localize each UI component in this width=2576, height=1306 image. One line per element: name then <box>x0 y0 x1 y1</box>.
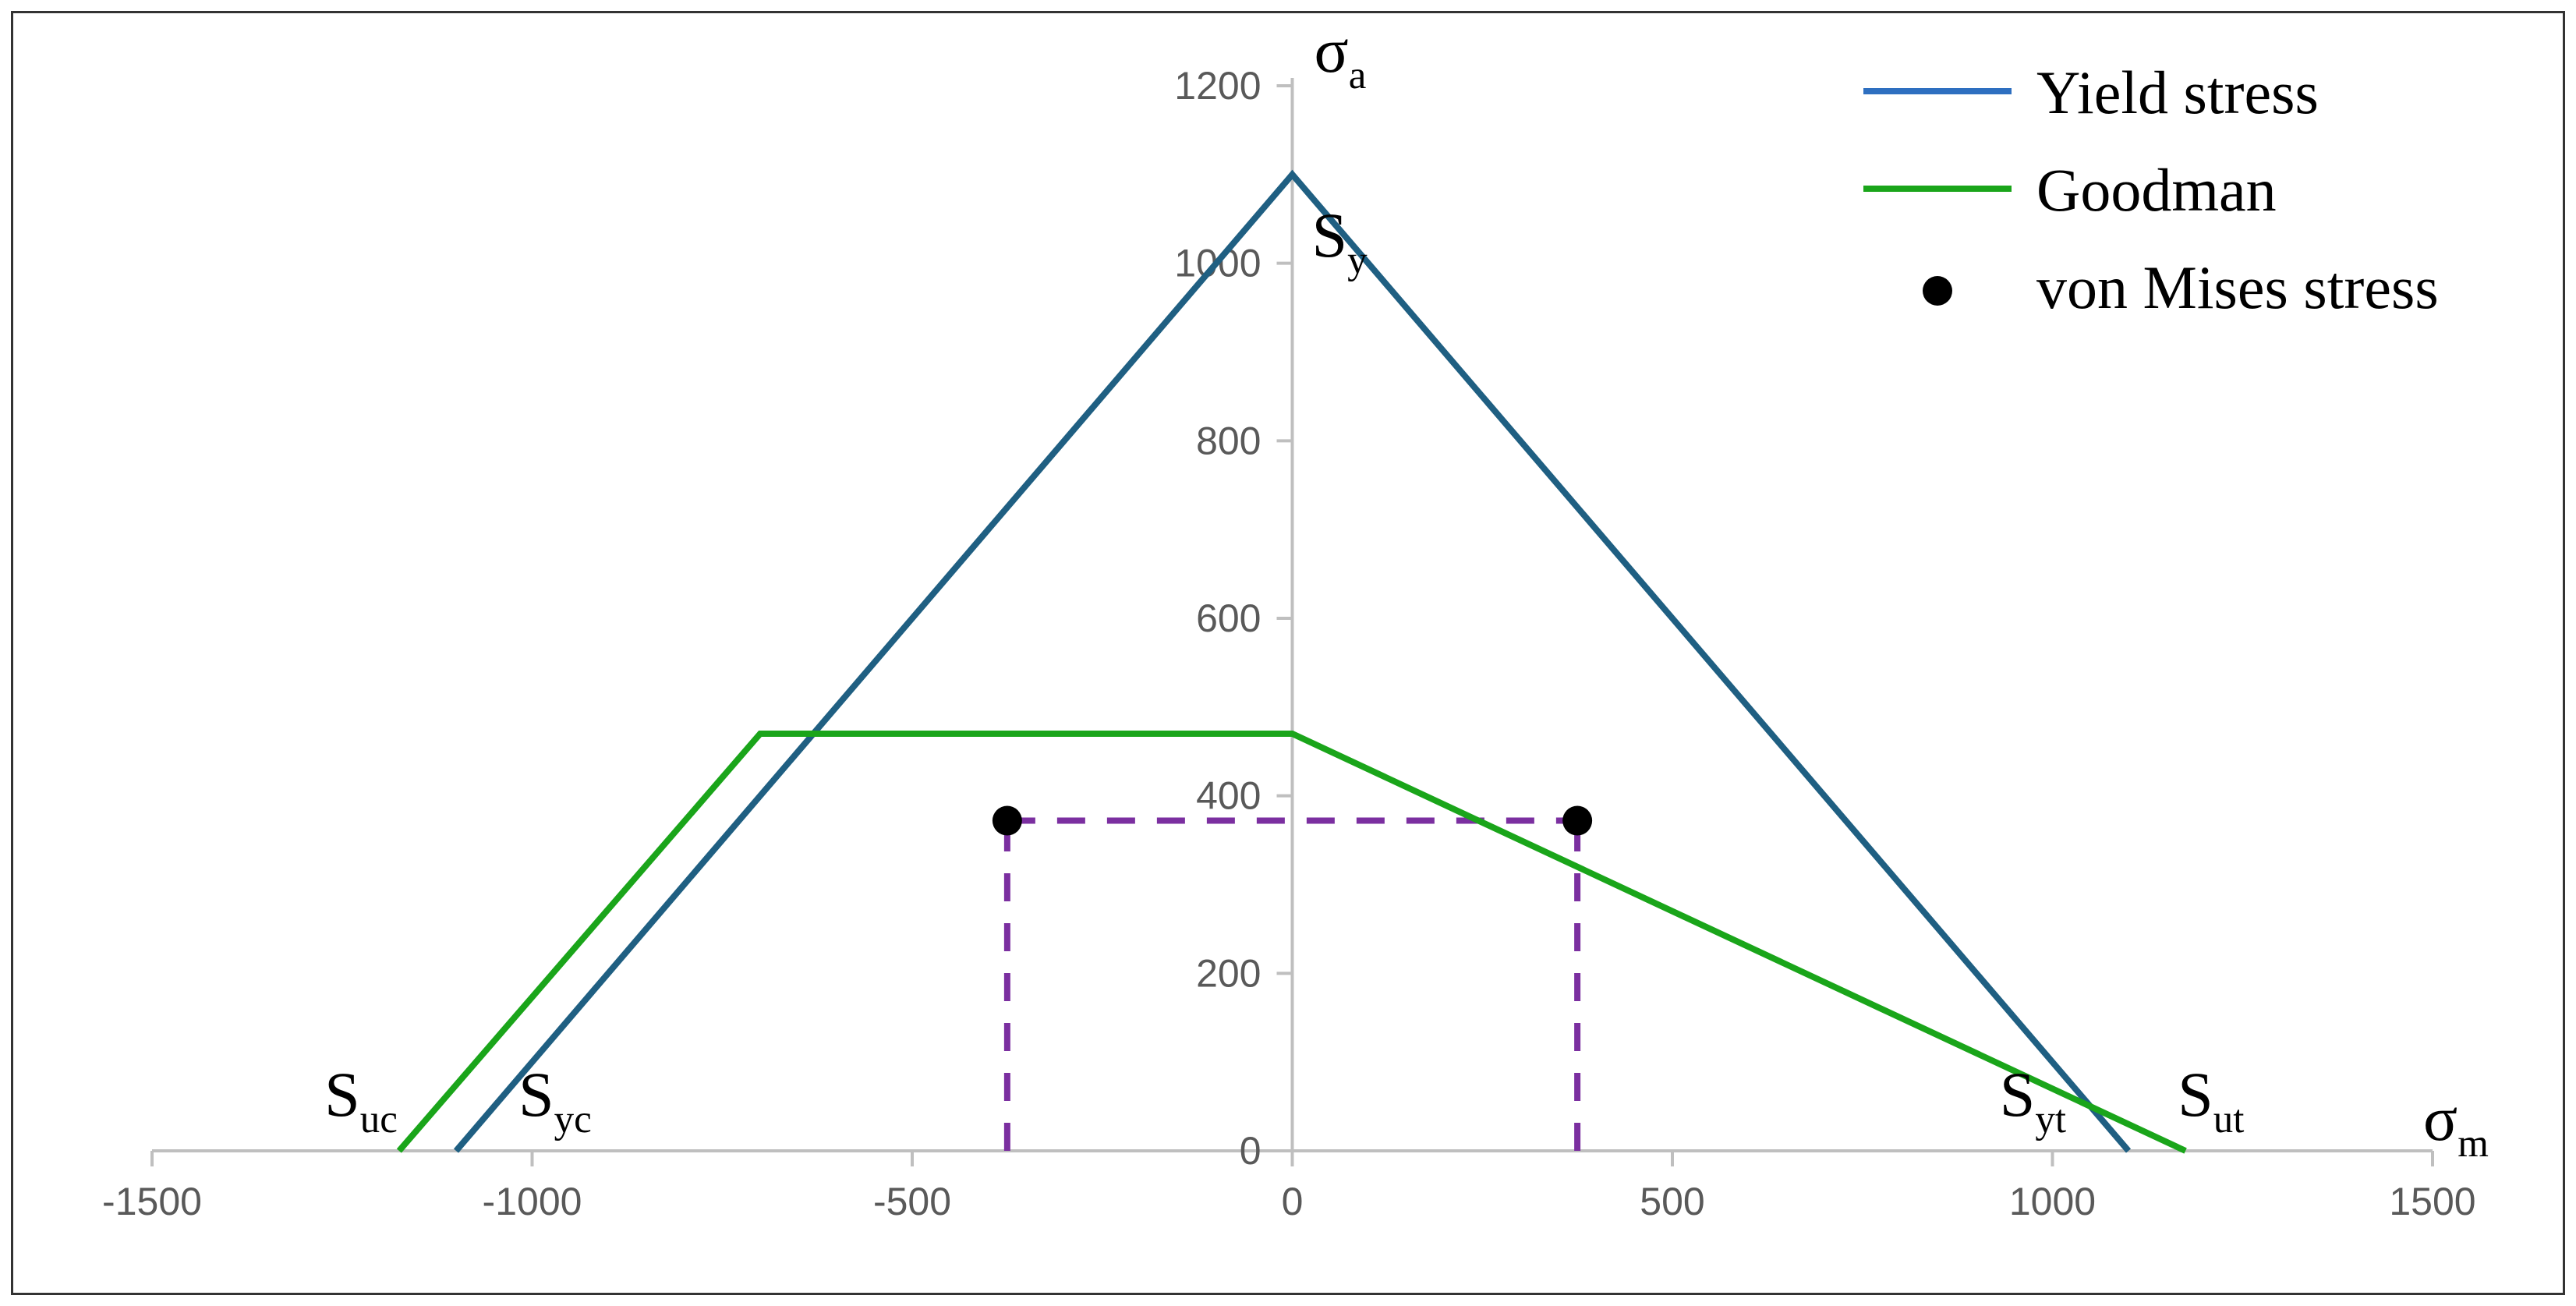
y-axis-label: σa <box>1315 15 1367 97</box>
x-tick-label: -500 <box>873 1180 951 1223</box>
von-mises-point <box>1562 805 1593 836</box>
annotation-syt: Syt <box>2000 1059 2066 1141</box>
x-tick-label: -1500 <box>102 1180 202 1223</box>
chart-frame <box>11 11 2565 1295</box>
x-axis-label: σm <box>2423 1083 2489 1166</box>
series-group <box>396 169 2187 1154</box>
legend-label: von Mises stress <box>2036 253 2439 321</box>
y-tick-label: 200 <box>1196 951 1261 995</box>
x-tick-label: 1000 <box>2009 1180 2096 1223</box>
von-mises-point <box>992 805 1022 836</box>
annotation-syc: Syc <box>518 1059 592 1141</box>
y-tick-label: 800 <box>1196 419 1261 462</box>
annotation-sut: Sut <box>2178 1059 2244 1141</box>
x-tick-label: -1000 <box>483 1180 582 1223</box>
labels-group: σa σm Sy Suc Syc Syt Sut <box>324 15 2489 1166</box>
y-tick-label: 0 <box>1240 1129 1261 1173</box>
y-tick-label: 400 <box>1196 774 1261 818</box>
x-tick-label: 500 <box>1640 1180 1704 1223</box>
x-tick-label: 1500 <box>2389 1180 2475 1223</box>
goodman-line <box>396 730 2187 1154</box>
legend-marker-von-mises <box>1923 276 1952 306</box>
annotation-sy: Sy <box>1312 200 1368 282</box>
yield-stress-line <box>453 169 2132 1153</box>
legend-label: Yield stress <box>2036 58 2319 126</box>
x-tick-label: 0 <box>1282 1180 1304 1223</box>
y-tick-label: 600 <box>1196 596 1261 640</box>
annotation-suc: Suc <box>324 1059 398 1141</box>
y-tick-label: 1200 <box>1174 64 1261 108</box>
legend-label: Goodman <box>2036 156 2277 224</box>
axes: -1500 -1000 -500 0 500 1000 1500 0 200 400 600 800 1… <box>102 64 2476 1223</box>
legend: Yield stress Goodman von Mises stress <box>1863 58 2439 321</box>
